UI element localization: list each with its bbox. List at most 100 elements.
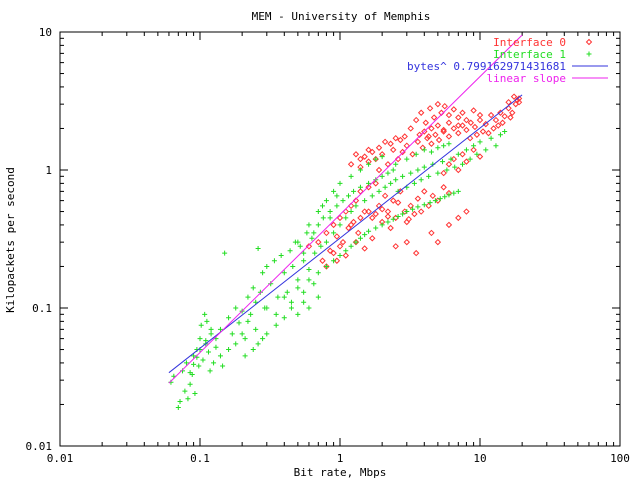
- data-point: [392, 243, 399, 250]
- data-point: [509, 109, 516, 116]
- data-point: [407, 202, 414, 210]
- data-point: [331, 258, 337, 264]
- data-point: [187, 370, 193, 376]
- data-point: [515, 95, 523, 102]
- data-point: [362, 198, 368, 204]
- data-point: [191, 361, 197, 367]
- data-point: [421, 128, 428, 135]
- data-point: [434, 197, 442, 204]
- data-point: [306, 222, 312, 228]
- data-point: [375, 202, 383, 210]
- data-point: [306, 305, 312, 311]
- data-point: [175, 405, 181, 411]
- data-point: [450, 106, 458, 113]
- data-point: [382, 184, 388, 190]
- data-point: [271, 258, 277, 264]
- data-point: [315, 209, 321, 215]
- data-point: [407, 125, 414, 132]
- data-point: [306, 277, 312, 283]
- data-point: [353, 203, 359, 209]
- data-point: [352, 151, 360, 158]
- data-point: [445, 119, 453, 126]
- data-point: [348, 173, 354, 179]
- data-point: [297, 243, 303, 249]
- data-point: [417, 208, 425, 215]
- data-point: [470, 146, 477, 154]
- data-point: [476, 111, 484, 119]
- data-point: [394, 199, 402, 206]
- data-point: [255, 341, 261, 347]
- data-point: [452, 164, 458, 170]
- data-point: [497, 132, 503, 138]
- data-point: [287, 248, 293, 254]
- y-tick-label: 0.1: [32, 302, 52, 315]
- data-point: [384, 208, 392, 215]
- data-point: [361, 245, 368, 252]
- data-point: [343, 248, 349, 254]
- data-point: [459, 122, 466, 129]
- x-tick-label: 100: [610, 452, 630, 465]
- data-point: [414, 138, 422, 146]
- data-point: [204, 318, 210, 324]
- data-point: [366, 180, 372, 186]
- data-point: [337, 222, 343, 228]
- data-point: [448, 156, 454, 162]
- data-point: [485, 129, 492, 137]
- data-point: [245, 294, 251, 300]
- data-point: [305, 243, 313, 250]
- series-0: [305, 93, 523, 270]
- series-1: [168, 129, 508, 411]
- data-point: [202, 311, 208, 317]
- data-point: [459, 109, 466, 116]
- data-point: [404, 156, 410, 162]
- data-point: [432, 198, 438, 204]
- data-point: [229, 331, 235, 337]
- data-point: [401, 133, 408, 140]
- data-point: [515, 98, 523, 106]
- data-point: [430, 114, 438, 121]
- data-point: [373, 225, 379, 231]
- data-point: [200, 357, 206, 363]
- data-point: [442, 194, 448, 200]
- x-tick-label: 10: [473, 452, 486, 465]
- data-point: [451, 190, 457, 196]
- data-point: [455, 214, 462, 222]
- data-point: [196, 363, 202, 369]
- data-point: [323, 229, 330, 237]
- data-point: [357, 167, 363, 173]
- data-point: [337, 180, 343, 186]
- data-point: [437, 196, 443, 202]
- data-point: [490, 125, 497, 132]
- data-point: [365, 146, 372, 154]
- data-point: [390, 167, 396, 173]
- data-point: [428, 140, 435, 147]
- data-point: [327, 215, 333, 221]
- data-point: [355, 229, 362, 237]
- data-point: [390, 146, 397, 154]
- data-point: [385, 170, 391, 176]
- data-point: [477, 139, 483, 145]
- legend-label: Interface 0: [493, 36, 566, 49]
- data-point: [405, 215, 412, 223]
- data-point: [483, 147, 489, 153]
- data-point: [450, 125, 458, 132]
- data-point: [428, 149, 434, 155]
- data-point: [295, 311, 301, 317]
- data-point: [366, 228, 372, 234]
- data-point: [408, 170, 414, 176]
- data-point: [239, 331, 245, 337]
- data-point: [495, 122, 502, 129]
- data-point: [411, 210, 418, 218]
- data-point: [213, 344, 219, 350]
- data-point: [434, 100, 442, 108]
- data-point: [326, 247, 334, 254]
- legend-label: linear slope: [487, 72, 566, 85]
- data-point: [233, 305, 239, 311]
- data-point: [301, 289, 307, 295]
- data-point: [339, 238, 347, 246]
- x-tick-label: 0.01: [47, 452, 74, 465]
- data-point: [248, 311, 254, 317]
- data-point: [182, 388, 188, 394]
- data-point: [390, 216, 396, 222]
- chart-title: MEM - University of Memphis: [252, 10, 431, 23]
